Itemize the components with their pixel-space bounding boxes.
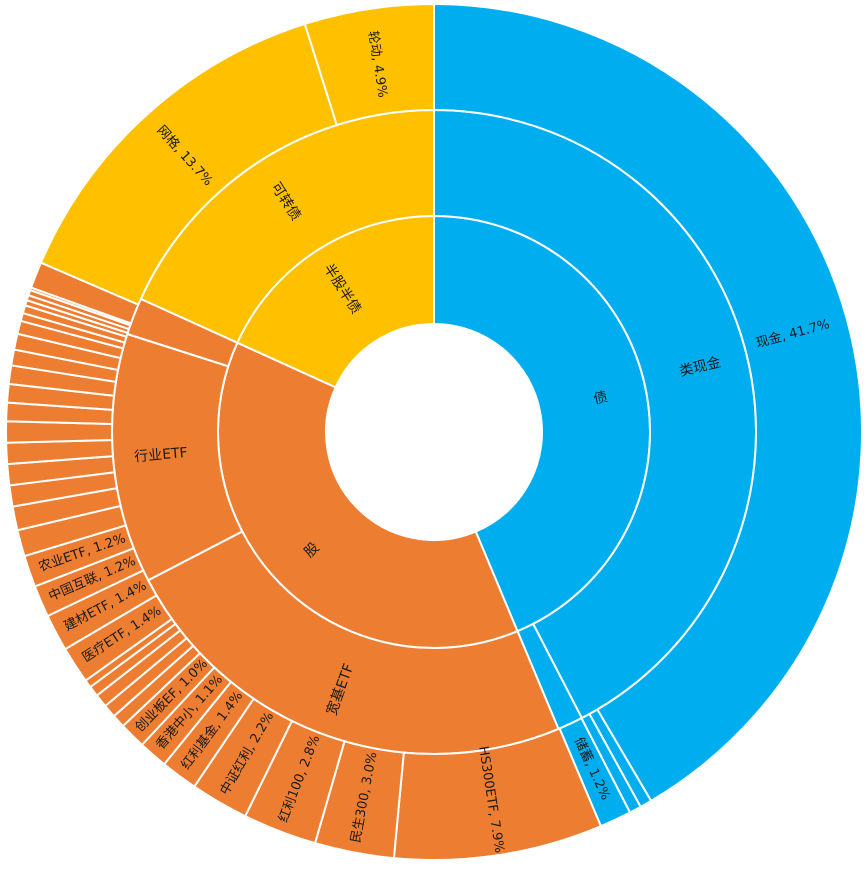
ring3-slice-轮动	[303, 2, 435, 127]
ring2-label-行业ETF: 行业ETF	[134, 445, 189, 465]
ring1-label-债: 债	[592, 389, 609, 407]
ring3-slice-现金	[433, 2, 863, 803]
